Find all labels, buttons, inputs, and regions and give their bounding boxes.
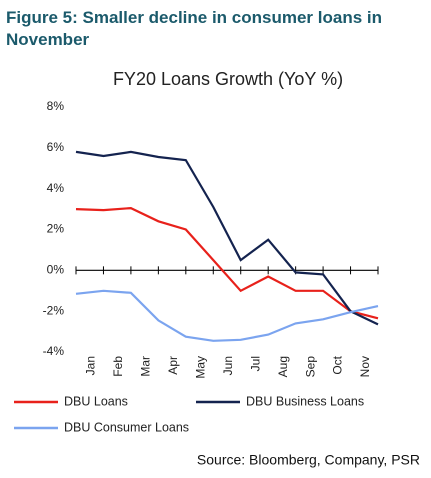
x-tick-label: Nov [358,356,372,377]
y-tick-label: -4% [43,344,65,358]
y-tick-label: 8% [47,99,65,113]
legend-label: DBU Consumer Loans [64,420,189,434]
x-tick-label: Jun [221,356,235,375]
x-tick-label: Jul [248,356,262,371]
x-tick-label: Apr [166,356,180,375]
figure-title: Figure 5: Smaller decline in consumer lo… [6,8,382,49]
x-tick-label: Jan [84,356,98,375]
x-tick-label: Mar [139,356,153,377]
legend-label: DBU Business Loans [246,394,364,408]
series-line [75,206,379,320]
x-tick-label: May [193,356,207,379]
series-line [75,289,379,342]
x-tick-label: Sep [303,356,317,378]
y-tick-label: 6% [47,140,65,154]
y-tick-label: 0% [47,263,65,277]
chart-title: FY20 Loans Growth (YoY %) [113,69,343,89]
source: Source: Bloomberg, Company, PSR [197,452,420,468]
figure-title-line: November [6,30,90,49]
series-line [75,150,379,326]
figure-title-line: Figure 5: Smaller decline in consumer lo… [6,8,382,27]
y-tick-label: 2% [47,222,65,236]
legend-label: DBU Loans [64,394,128,408]
y-tick-label: 4% [47,181,65,195]
x-tick-label: Aug [276,356,290,377]
y-tick-label: -2% [43,303,65,317]
x-tick-label: Oct [331,355,345,374]
x-tick-label: Feb [111,356,125,377]
